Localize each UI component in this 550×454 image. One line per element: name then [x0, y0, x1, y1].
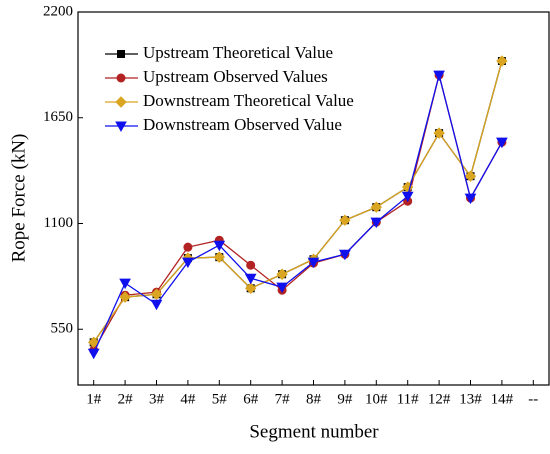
series-line [93, 74, 503, 354]
x-tick-label: 12# [428, 391, 451, 407]
marker [246, 260, 256, 270]
marker [119, 278, 131, 290]
marker [370, 201, 383, 213]
marker [496, 55, 508, 67]
y-tick-label: 1100 [44, 215, 73, 231]
marker [244, 273, 257, 285]
x-tick-label: -- [528, 391, 538, 407]
x-tick-label: 5# [212, 391, 228, 407]
x-tick-label: 7# [275, 391, 291, 407]
marker [339, 249, 351, 261]
marker [150, 288, 163, 300]
marker [119, 291, 131, 303]
x-tick-label: 13# [459, 391, 482, 407]
x-tick-label: 10# [365, 391, 388, 407]
marker [150, 299, 163, 311]
legend-label: Downstream Theoretical Value [143, 91, 354, 110]
marker [116, 73, 126, 83]
marker [183, 242, 193, 252]
legend-label: Upstream Observed Values [143, 67, 328, 86]
marker [370, 217, 383, 229]
legend-label: Upstream Theoretical Value [143, 43, 333, 62]
x-tick-label: 11# [397, 391, 419, 407]
marker [307, 257, 320, 269]
marker [115, 121, 127, 133]
x-axis-label: Segment number [249, 421, 379, 442]
marker [182, 257, 194, 269]
marker [87, 336, 100, 349]
marker [213, 240, 226, 252]
x-tick-label: 6# [243, 391, 259, 407]
marker [244, 282, 257, 294]
marker [401, 191, 414, 203]
series-line [93, 60, 503, 343]
marker [496, 137, 508, 149]
marker [213, 251, 226, 263]
marker [464, 170, 477, 182]
y-tick-label: 550 [51, 321, 74, 337]
marker [115, 96, 127, 108]
marker [339, 214, 351, 226]
x-tick-label: 1# [86, 391, 102, 407]
x-tick-label: 3# [149, 391, 165, 407]
marker [117, 50, 125, 58]
x-tick-label: 4# [180, 391, 196, 407]
x-tick-label: 2# [118, 391, 134, 407]
marker [433, 127, 445, 139]
y-tick-label: 1650 [43, 109, 73, 125]
marker [433, 70, 445, 82]
marker [276, 268, 288, 280]
x-tick-label: 9# [337, 391, 353, 407]
y-axis-label: Rope Force (kN) [8, 134, 29, 263]
legend-label: Downstream Observed Value [143, 115, 342, 134]
x-tick-label: 14# [491, 391, 514, 407]
marker [87, 348, 100, 360]
marker [464, 193, 477, 205]
y-tick-label: 2200 [43, 3, 73, 19]
x-tick-label: 8# [306, 391, 322, 407]
marker [276, 282, 288, 294]
